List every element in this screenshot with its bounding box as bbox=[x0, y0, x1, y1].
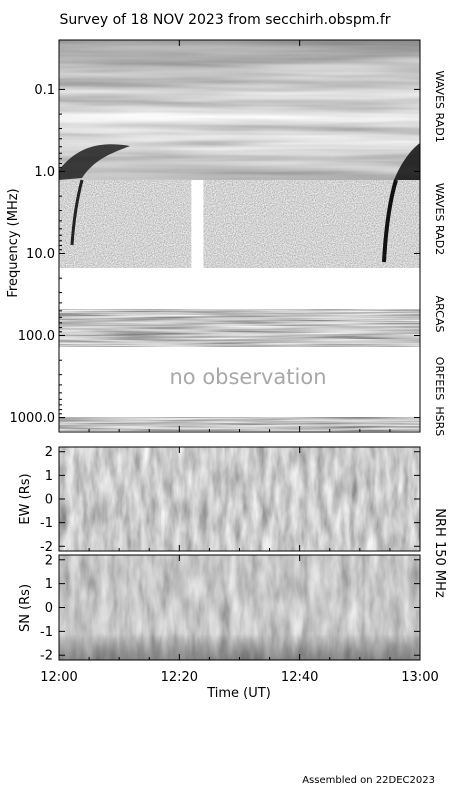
x-tick-label: 12:00 bbox=[40, 670, 77, 685]
nrh-y-tick-label: -1 bbox=[40, 625, 53, 640]
spec-y-tick-label: 100.0 bbox=[18, 329, 55, 344]
hsrs-band bbox=[59, 417, 420, 431]
nrh-y-tick-label: 2 bbox=[45, 445, 53, 460]
rad2-burst-left bbox=[70, 179, 84, 246]
figure-title: Survey of 18 NOV 2023 from secchirh.obsp… bbox=[59, 12, 390, 28]
band-labels: WAVES RAD1 WAVES RAD2 ARCAS ORFEES HSRS bbox=[433, 70, 446, 436]
time-axis: 12:00 12:20 12:40 13:00 bbox=[40, 40, 439, 685]
band-label: WAVES RAD1 bbox=[433, 70, 446, 142]
rad1-burst-left bbox=[59, 144, 130, 180]
band-label: HSRS bbox=[433, 406, 446, 436]
spec-y-tick-label: 1.0 bbox=[34, 165, 55, 180]
spectrogram-panel: no observation Frequency (MHz) 0.1 1.0 10.… bbox=[6, 39, 446, 436]
nrh-y-tick-label: 2 bbox=[45, 553, 53, 568]
arcas-band bbox=[59, 309, 420, 347]
nrh-sn-panel: SN (Rs) -2 -1 0 1 2 bbox=[18, 553, 421, 664]
nrh-y-tick-label: 0 bbox=[45, 493, 53, 508]
nrh-ew-ylabel: EW (Rs) bbox=[18, 473, 33, 524]
nrh-ew-image bbox=[59, 447, 420, 551]
nrh-y-tick-label: -2 bbox=[40, 540, 53, 555]
band-label: ARCAS bbox=[433, 296, 446, 333]
x-tick-label: 12:40 bbox=[281, 670, 318, 685]
band-label: ORFEES bbox=[433, 357, 446, 401]
time-axis-label: Time (UT) bbox=[206, 686, 271, 701]
nrh-y-tick-label: 0 bbox=[45, 601, 53, 616]
nrh-sn-shading bbox=[59, 555, 420, 660]
nrh-ew-y-ticks: -2 -1 0 1 2 bbox=[40, 445, 420, 555]
rad2-band bbox=[59, 180, 420, 268]
nrh-y-tick-label: -1 bbox=[40, 516, 53, 531]
rad2-burst-right bbox=[382, 179, 398, 263]
x-tick-label: 13:00 bbox=[401, 670, 438, 685]
band-label: WAVES RAD2 bbox=[433, 183, 446, 255]
x-tick-label: 12:20 bbox=[161, 670, 198, 685]
nrh-sn-ylabel: SN (Rs) bbox=[18, 584, 33, 632]
spec-y-tick-label: 1000.0 bbox=[10, 411, 56, 426]
nrh-y-tick-label: -2 bbox=[40, 649, 53, 664]
spectrogram-ylabel: Frequency (MHz) bbox=[6, 188, 21, 297]
nrh-y-tick-label: 1 bbox=[45, 469, 53, 484]
assembled-footer: Assembled on 22DEC2023 bbox=[302, 775, 435, 786]
rad1-burst-right bbox=[394, 143, 420, 180]
spec-y-tick-label: 10.0 bbox=[26, 247, 55, 262]
nrh-y-tick-label: 1 bbox=[45, 577, 53, 592]
rad2-data-gap bbox=[191, 180, 204, 270]
rad1-shading bbox=[59, 40, 420, 180]
nrh-sn-y-ticks: -2 -1 0 1 2 bbox=[40, 553, 420, 664]
no-observation-label: no observation bbox=[169, 365, 326, 389]
nrh-frequency-label: NRH 150 MHz bbox=[432, 508, 447, 598]
nrh-ew-panel: EW (Rs) -2 -1 0 1 2 bbox=[18, 445, 421, 555]
spec-y-tick-label: 0.1 bbox=[34, 83, 55, 98]
spectrogram-y-ticks: 0.1 1.0 10.0 100.0 1000.0 bbox=[10, 83, 420, 426]
